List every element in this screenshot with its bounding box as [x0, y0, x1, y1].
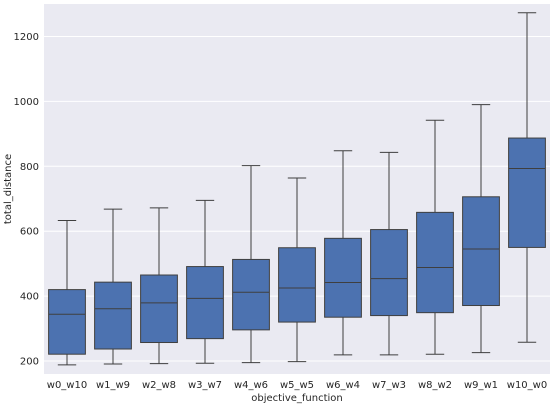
- iqr-box: [186, 266, 224, 340]
- iqr-box: [232, 258, 270, 331]
- y-tick-label: 400: [20, 292, 39, 303]
- y-axis-ticks: 200 400 600 800 1000 1200: [14, 32, 39, 368]
- iqr-box: [48, 289, 86, 355]
- x-tick-label: w2_w8: [142, 380, 176, 391]
- box-w8_w2: [416, 119, 454, 355]
- x-tick-label: w3_w7: [188, 380, 222, 391]
- x-tick-label: w6_w4: [326, 380, 360, 391]
- boxes-layer: [48, 12, 546, 366]
- x-tick-label: w1_w9: [96, 380, 130, 391]
- iqr-box: [94, 281, 132, 350]
- x-axis-ticks: w0_w10 w1_w9 w2_w8 w3_w7 w4_w6 w5_w5 w6_w4 w7_w…: [47, 380, 547, 391]
- y-axis-label: total_distance: [3, 154, 14, 224]
- x-tick-label: w7_w3: [372, 380, 406, 391]
- iqr-box: [324, 237, 362, 318]
- iqr-box: [140, 274, 178, 344]
- box-w9_w1: [462, 104, 500, 354]
- box-w6_w4: [324, 150, 362, 356]
- x-tick-label: w4_w6: [234, 380, 268, 391]
- y-tick-label: 800: [20, 162, 39, 173]
- iqr-box: [416, 211, 454, 314]
- y-tick-label: 600: [20, 227, 39, 238]
- x-tick-label: w5_w5: [280, 380, 314, 391]
- x-tick-label: w0_w10: [47, 380, 87, 391]
- y-tick-label: 1200: [14, 32, 39, 43]
- iqr-box: [278, 247, 316, 323]
- x-tick-label: w10_w0: [507, 380, 547, 391]
- box-w4_w6: [232, 165, 270, 364]
- x-tick-label: w8_w2: [418, 380, 452, 391]
- box-w10_w0: [508, 12, 546, 343]
- box-w1_w9: [94, 208, 132, 365]
- box-w7_w3: [370, 151, 408, 356]
- y-tick-label: 1000: [14, 97, 39, 108]
- box-w2_w8: [140, 207, 178, 365]
- iqr-box: [462, 196, 500, 307]
- x-tick-label: w9_w1: [464, 380, 498, 391]
- y-tick-label: 200: [20, 357, 39, 368]
- box-w3_w7: [186, 199, 224, 364]
- box-w5_w5: [278, 177, 316, 363]
- box-w0_w10: [48, 219, 86, 366]
- iqr-box: [508, 137, 546, 248]
- iqr-box: [370, 229, 408, 317]
- x-axis-label: objective_function: [251, 393, 343, 404]
